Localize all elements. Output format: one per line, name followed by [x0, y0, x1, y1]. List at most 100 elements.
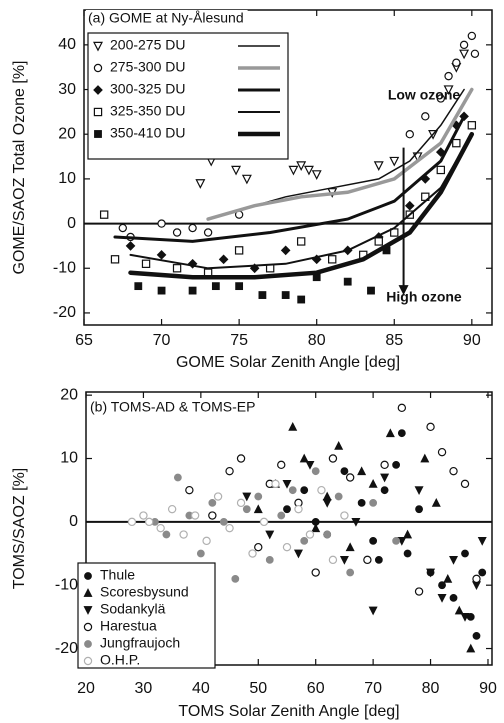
legend-box	[87, 32, 289, 160]
data-point	[213, 492, 223, 501]
data-point	[259, 517, 269, 527]
data-point	[452, 58, 461, 67]
data-point	[242, 505, 251, 514]
data-point	[203, 228, 213, 237]
x-tick-label: 30	[135, 680, 153, 697]
x-tick-label: 50	[249, 680, 267, 697]
y-tick-label: -10	[53, 259, 76, 276]
legend-label: Jungfraujoch	[100, 635, 180, 651]
data-point	[254, 542, 263, 552]
data-point	[99, 210, 109, 219]
data-point	[305, 460, 315, 470]
y-tick-label: 30	[58, 81, 76, 98]
y-tick-label: -20	[53, 304, 76, 321]
data-point	[288, 165, 299, 176]
data-point	[414, 587, 424, 596]
data-point	[357, 498, 366, 507]
legend-marker	[83, 606, 93, 615]
data-point	[369, 536, 378, 545]
data-point	[403, 549, 412, 558]
data-point	[188, 223, 197, 233]
y-tick-label: 20	[60, 386, 78, 403]
y-tick-label: 40	[58, 36, 76, 53]
data-point	[294, 504, 303, 514]
data-point	[173, 473, 182, 482]
data-point	[414, 486, 424, 496]
data-point	[208, 498, 217, 507]
legend-label: 200-275 DU	[110, 37, 186, 53]
data-point	[281, 291, 290, 299]
data-point	[392, 536, 400, 545]
fit-line	[113, 114, 466, 243]
data-point	[467, 121, 477, 130]
data-point	[459, 49, 470, 60]
data-point	[385, 428, 395, 438]
data-point	[334, 440, 344, 450]
y-tick-label: -20	[55, 640, 78, 657]
data-point	[157, 286, 166, 295]
data-point	[368, 606, 378, 616]
data-point	[288, 421, 298, 431]
data-point	[141, 259, 151, 268]
data-point	[397, 429, 406, 438]
data-point	[188, 286, 197, 295]
data-point	[293, 549, 303, 559]
fit-line	[128, 131, 475, 280]
y-axis-label: GOME/SAOZ Total Ozone [%]	[11, 61, 28, 275]
legend-marker	[93, 85, 103, 95]
x-axis-label: TOMS Solar Zenith Angle [deg]	[178, 703, 399, 720]
data-point	[443, 85, 454, 96]
data-point	[311, 170, 322, 180]
y-tick-label: -10	[55, 576, 78, 593]
data-point	[218, 254, 229, 265]
data-point	[363, 555, 372, 565]
plot-frame	[83, 9, 493, 326]
data-point	[380, 460, 389, 470]
data-point	[322, 498, 332, 508]
data-point	[179, 530, 188, 539]
arrow-head	[398, 285, 409, 296]
data-point	[449, 466, 458, 476]
data-point	[374, 555, 383, 564]
data-point	[357, 466, 367, 476]
x-tick-label: 75	[230, 332, 248, 349]
legend-marker	[84, 640, 92, 648]
data-point	[444, 71, 453, 81]
y-tick-label: 10	[60, 450, 78, 467]
data-point	[454, 605, 464, 615]
data-point	[296, 237, 306, 246]
data-point	[208, 511, 217, 520]
data-point	[405, 130, 414, 139]
data-point	[431, 497, 441, 507]
data-point	[467, 31, 477, 41]
data-point	[328, 255, 337, 264]
data-point	[231, 165, 242, 176]
data-point	[297, 295, 306, 304]
y-tick-label: 20	[58, 125, 76, 142]
x-tick-label: 40	[192, 680, 210, 697]
data-point	[311, 523, 321, 533]
fit-line	[206, 87, 474, 221]
data-point	[144, 517, 154, 527]
x-tick-label: 80	[422, 680, 440, 697]
x-tick-label: 65	[75, 332, 93, 349]
data-point	[196, 549, 205, 558]
data-point	[403, 529, 413, 539]
legend-marker	[83, 656, 93, 666]
data-point	[283, 505, 291, 514]
legend-marker	[93, 63, 103, 73]
data-point	[236, 454, 246, 463]
data-point	[110, 255, 120, 264]
legend-label: 350-410 DU	[110, 125, 186, 141]
data-point	[190, 511, 200, 520]
data-point	[172, 264, 182, 273]
x-tick-label: 90	[463, 332, 481, 349]
data-point	[420, 453, 430, 463]
data-point	[258, 291, 267, 299]
data-point	[368, 478, 378, 488]
legend-marker	[93, 41, 103, 52]
data-point	[404, 200, 415, 211]
legend-label: 275-300 DU	[110, 59, 186, 75]
data-point	[367, 286, 375, 295]
data-point	[322, 491, 332, 501]
